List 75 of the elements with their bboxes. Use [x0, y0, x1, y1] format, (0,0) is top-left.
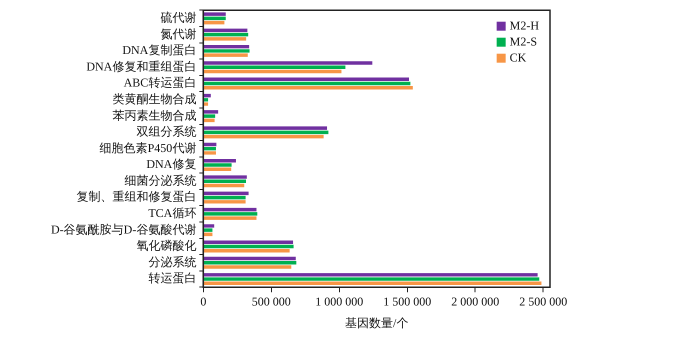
bar — [204, 248, 290, 252]
bar — [204, 192, 249, 196]
bar — [204, 151, 216, 155]
y-tick-label: 转运蛋白 — [148, 271, 196, 286]
bar — [204, 200, 246, 204]
bar — [204, 216, 256, 220]
bar — [204, 232, 212, 236]
x-tick-label: 2 000 000 — [451, 294, 500, 309]
legend-label: M2-H — [510, 18, 540, 32]
bar — [204, 273, 538, 277]
bar — [204, 261, 296, 264]
bar — [204, 37, 246, 41]
bar — [204, 65, 346, 69]
x-axis-title: 基因数量/个 — [344, 316, 408, 330]
bar — [204, 180, 246, 184]
y-tick-label: 复制、重组和修复蛋白 — [76, 190, 196, 204]
bar — [204, 49, 250, 53]
x-tick-label: 500 000 — [252, 294, 291, 309]
bar — [204, 240, 294, 244]
bar — [204, 212, 258, 216]
bar — [204, 159, 236, 162]
y-tick-label: 氧化磷酸化 — [136, 238, 196, 253]
bar — [204, 175, 247, 179]
y-tick-label: DNA修复 — [146, 157, 196, 172]
x-tick-label: 1 500 000 — [383, 294, 432, 309]
legend-label: CK — [510, 50, 527, 64]
bar — [204, 196, 246, 200]
y-tick-label: D-谷氨酰胺与D-谷氨酸代谢 — [50, 222, 196, 236]
y-tick-label: 类黄酮生物合成 — [112, 92, 196, 106]
bar — [204, 12, 226, 16]
bar — [204, 118, 215, 122]
bar — [204, 256, 296, 260]
bar — [204, 102, 208, 106]
bar — [204, 277, 540, 281]
bar — [204, 110, 218, 114]
bar — [204, 208, 256, 212]
bar — [204, 78, 410, 82]
bar — [204, 70, 342, 74]
legend-label: M2-S — [510, 34, 538, 48]
bar — [204, 146, 216, 150]
y-tick-label: TCA循环 — [148, 206, 196, 220]
bar — [204, 126, 328, 130]
bar — [204, 134, 324, 138]
bar — [204, 114, 216, 118]
bar — [204, 142, 216, 146]
y-tick-label: DNA复制蛋白 — [122, 43, 196, 58]
bar — [204, 28, 248, 32]
x-tick-label: 0 — [200, 294, 206, 309]
x-tick-label: 1 000 000 — [315, 294, 364, 309]
bar — [204, 94, 211, 98]
bar — [204, 184, 244, 188]
y-tick-label: 双组分系统 — [136, 124, 196, 139]
bar — [204, 32, 248, 36]
bar — [204, 282, 542, 286]
y-tick-label: 苯丙素生物合成 — [112, 108, 196, 122]
y-tick-label: 硫代谢 — [160, 10, 196, 25]
y-tick-label: 分泌系统 — [148, 254, 196, 269]
y-tick-label: 细菌分泌系统 — [124, 173, 196, 188]
bar — [204, 86, 413, 90]
bar — [204, 53, 248, 57]
bar — [204, 167, 232, 171]
x-tick-label: 2 500 000 — [519, 294, 568, 309]
bar — [204, 82, 410, 86]
bar — [204, 228, 212, 232]
bar — [204, 44, 250, 48]
y-tick-label: 细胞色素P450代谢 — [100, 140, 196, 155]
bar — [204, 130, 328, 134]
y-tick-label: ABC转运蛋白 — [124, 76, 196, 90]
y-tick-label: DNA修复和重组蛋白 — [86, 59, 196, 74]
bar — [204, 20, 224, 24]
bar — [204, 16, 226, 20]
bar — [204, 98, 208, 102]
bar — [204, 244, 294, 248]
y-tick-label: 氮代谢 — [160, 26, 196, 41]
bar — [204, 224, 214, 228]
